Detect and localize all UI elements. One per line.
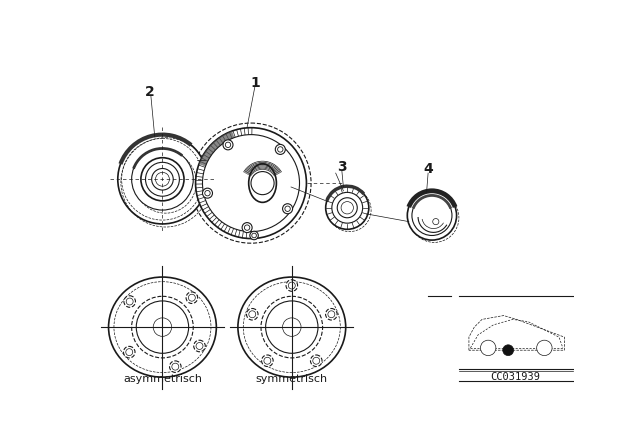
Circle shape	[252, 233, 257, 238]
Circle shape	[249, 311, 256, 318]
Circle shape	[278, 146, 283, 152]
Circle shape	[194, 340, 205, 352]
Circle shape	[205, 190, 210, 196]
Circle shape	[286, 280, 298, 291]
Circle shape	[202, 134, 300, 232]
Circle shape	[328, 311, 335, 318]
Circle shape	[407, 191, 456, 240]
Circle shape	[126, 349, 132, 356]
Text: asymmetrisch: asymmetrisch	[123, 375, 202, 384]
Text: 2: 2	[145, 85, 154, 99]
Circle shape	[223, 140, 233, 150]
Circle shape	[170, 361, 181, 372]
Circle shape	[141, 158, 184, 201]
Circle shape	[225, 142, 230, 147]
Circle shape	[132, 296, 193, 358]
Circle shape	[481, 340, 496, 356]
Circle shape	[412, 195, 452, 236]
Circle shape	[326, 186, 369, 229]
Circle shape	[196, 128, 307, 238]
Circle shape	[244, 225, 250, 230]
Circle shape	[503, 345, 513, 356]
Circle shape	[433, 219, 439, 225]
Circle shape	[202, 188, 212, 198]
Circle shape	[261, 296, 323, 358]
Circle shape	[332, 192, 363, 223]
Wedge shape	[199, 131, 251, 183]
Circle shape	[156, 172, 170, 186]
Ellipse shape	[249, 164, 276, 202]
Circle shape	[337, 198, 357, 218]
Circle shape	[537, 340, 552, 356]
Text: CC031939: CC031939	[490, 372, 540, 382]
Ellipse shape	[238, 277, 346, 377]
Circle shape	[153, 318, 172, 336]
Circle shape	[266, 301, 318, 353]
Circle shape	[172, 363, 179, 370]
Ellipse shape	[109, 277, 216, 377]
Text: 4: 4	[423, 162, 433, 176]
Circle shape	[326, 309, 337, 320]
Circle shape	[188, 294, 195, 301]
Circle shape	[341, 202, 353, 214]
Circle shape	[283, 318, 301, 336]
Circle shape	[310, 355, 322, 366]
Circle shape	[285, 206, 291, 211]
Circle shape	[275, 144, 285, 155]
Circle shape	[196, 343, 203, 349]
Circle shape	[132, 148, 193, 210]
Circle shape	[145, 162, 179, 196]
Circle shape	[289, 282, 295, 289]
Circle shape	[251, 172, 274, 195]
Circle shape	[124, 346, 135, 358]
Circle shape	[262, 355, 273, 366]
Circle shape	[152, 168, 173, 190]
Text: 1: 1	[250, 76, 260, 90]
Circle shape	[250, 231, 259, 240]
Circle shape	[264, 358, 271, 364]
Text: 3: 3	[337, 160, 347, 174]
Circle shape	[126, 298, 133, 305]
Circle shape	[242, 223, 252, 233]
Circle shape	[313, 358, 320, 364]
Circle shape	[283, 204, 292, 214]
Circle shape	[118, 134, 207, 224]
Text: symmetrisch: symmetrisch	[256, 375, 328, 384]
Circle shape	[246, 309, 258, 320]
Circle shape	[136, 301, 189, 353]
Circle shape	[124, 296, 136, 307]
Circle shape	[186, 292, 198, 303]
